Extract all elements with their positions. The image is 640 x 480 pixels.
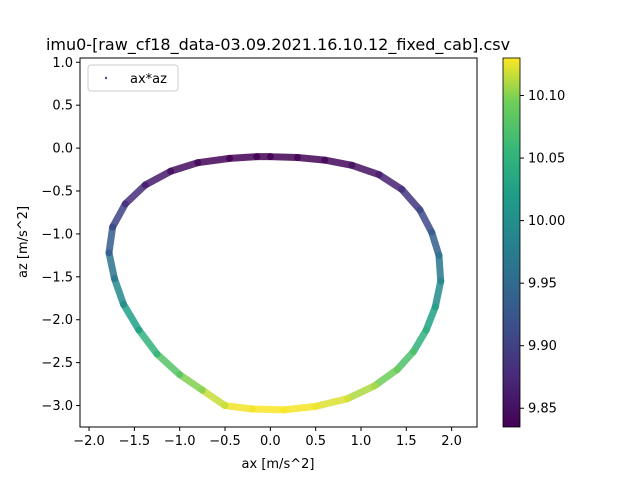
data-segment [135, 326, 161, 358]
colorbar [502, 57, 521, 428]
colorbar-tick-label: 9.95 [528, 277, 557, 292]
data-segment [343, 382, 379, 403]
colorbar-tick-label: 10.00 [528, 214, 565, 229]
data-segment [428, 228, 443, 259]
data-segment [294, 154, 329, 164]
x-tick-label: 0.0 [260, 434, 281, 449]
y-tick-label: −2.5 [41, 356, 73, 371]
x-tick-label: 1.0 [351, 434, 372, 449]
y-axis-label: az [m/s^2] [16, 206, 31, 278]
data-segment [280, 402, 320, 414]
x-axis-label: ax [m/s^2] [242, 457, 315, 472]
y-tick-label: −2.0 [41, 313, 73, 328]
colorbar-tick-label: 9.85 [528, 402, 557, 417]
data-segment [105, 249, 118, 283]
legend-marker [104, 76, 108, 80]
data-segment [153, 350, 184, 379]
data-segment [375, 171, 406, 193]
x-tick-label: −1.5 [119, 434, 151, 449]
y-tick-label: 1.0 [52, 56, 73, 71]
data-segment [105, 223, 117, 257]
data-segment [398, 185, 424, 214]
data-segment [312, 395, 351, 410]
data-segment [110, 275, 128, 308]
x-tick-label: −0.5 [209, 434, 241, 449]
legend-box [87, 64, 179, 92]
data-segment [431, 277, 445, 311]
colorbar-tick-label: 10.10 [528, 89, 565, 104]
x-tick-label: 1.5 [396, 434, 417, 449]
data-segment [393, 347, 418, 374]
data-segment [167, 159, 202, 175]
data-segment [226, 153, 261, 162]
legend-label: ax*az [130, 72, 167, 87]
x-tick-label: 0.5 [305, 434, 326, 449]
data-segment [109, 200, 129, 231]
x-tick-label: −2.0 [73, 434, 105, 449]
data-segment [371, 366, 401, 390]
data-segment [422, 303, 439, 334]
data-segment [410, 326, 430, 355]
y-tick-label: 0.0 [52, 142, 73, 157]
y-tick-label: −1.5 [41, 270, 73, 285]
y-axis: −3.0 −2.5 −2.0 −1.5 −1.0 −0.5 0.0 0.5 1.0 [41, 56, 80, 414]
data-segment [248, 405, 288, 414]
y-tick-label: −1.0 [41, 227, 73, 242]
x-tick-label: −1.0 [164, 434, 196, 449]
data-segment [321, 156, 356, 169]
data-segment [120, 300, 143, 334]
legend: ax*az [87, 64, 179, 92]
data-segment [194, 154, 234, 167]
y-tick-label: 0.5 [52, 99, 73, 114]
plot-frame [79, 57, 478, 428]
y-tick-label: −3.0 [41, 399, 73, 414]
colorbar-tick-label: 9.90 [528, 339, 557, 354]
data-segment [266, 153, 302, 162]
x-axis: −2.0 −1.5 −1.0 −0.5 0.0 0.5 1.0 1.5 2.0 [73, 427, 462, 449]
data-segment [221, 402, 256, 413]
colorbar-axis: 9.85 9.90 9.95 10.00 10.05 10.10 [520, 89, 565, 417]
x-tick-label: 2.0 [441, 434, 462, 449]
data-segment [416, 206, 436, 236]
data-segment [435, 251, 445, 285]
data-layer [105, 153, 445, 414]
colorbar-tick-label: 10.05 [528, 152, 565, 167]
data-segment [141, 167, 175, 189]
data-segment [198, 386, 229, 410]
data-segment [176, 371, 206, 394]
data-segment [348, 161, 383, 179]
y-tick-label: −0.5 [41, 185, 73, 200]
chart-title: imu0-[raw_cf18_data-03.09.2021.16.10.12_… [46, 35, 510, 55]
data-segment [121, 181, 149, 208]
